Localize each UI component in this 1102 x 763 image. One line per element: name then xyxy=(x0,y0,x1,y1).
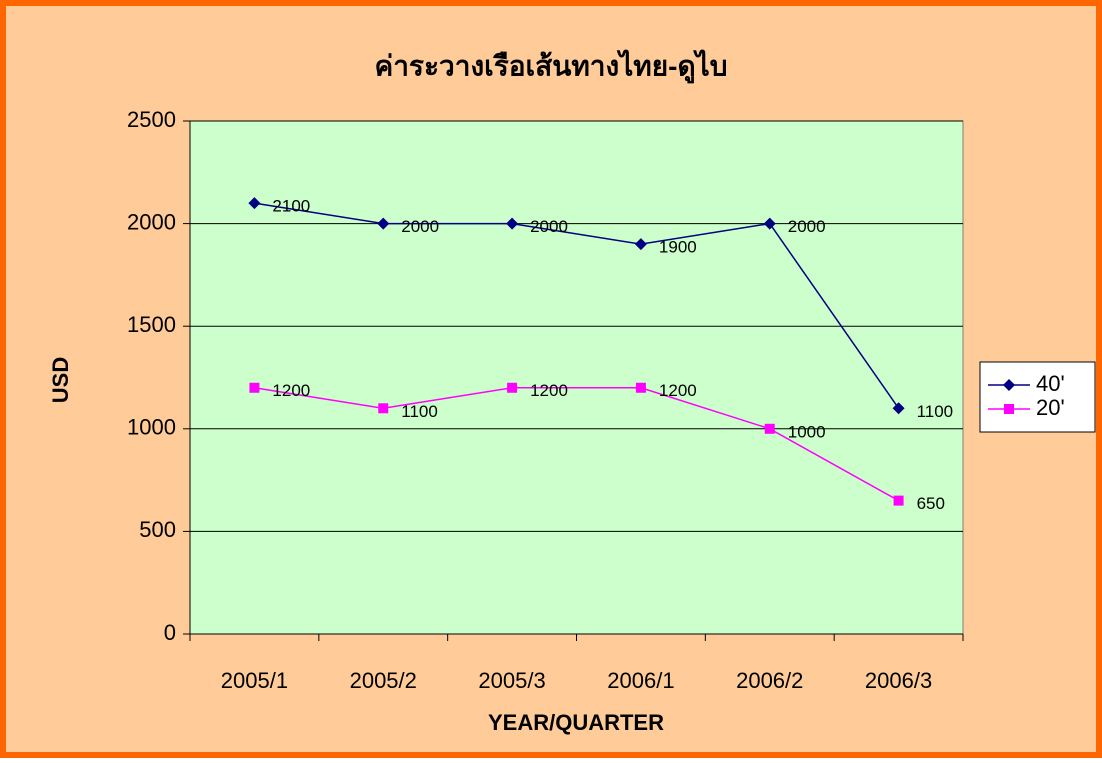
data-label: 1200 xyxy=(272,381,310,400)
x-tick-label: 2006/2 xyxy=(736,668,803,693)
data-point xyxy=(893,495,904,506)
data-point xyxy=(249,382,260,393)
y-tick-label: 1500 xyxy=(127,312,176,337)
x-tick-label: 2006/1 xyxy=(607,668,674,693)
chart-title: ค่าระวางเรือเส้นทางไทย-ดูไบ xyxy=(374,49,727,83)
series-line xyxy=(254,202,900,409)
data-point xyxy=(635,382,646,393)
data-point xyxy=(506,217,519,230)
data-point xyxy=(248,197,261,210)
data-point xyxy=(892,402,905,415)
x-tick-label: 2005/3 xyxy=(478,668,545,693)
legend-label: 40' xyxy=(1036,371,1065,396)
data-point xyxy=(507,382,518,393)
data-label: 1900 xyxy=(659,238,697,257)
y-tick-label: 1000 xyxy=(127,415,176,440)
data-label: 1200 xyxy=(530,381,568,400)
plot-area xyxy=(189,120,964,635)
data-label: 1100 xyxy=(917,402,954,421)
data-point xyxy=(378,403,389,414)
x-tick-label: 2005/2 xyxy=(350,668,417,693)
y-axis-label: USD xyxy=(48,357,73,403)
data-point xyxy=(763,217,776,230)
y-tick-label: 2500 xyxy=(127,107,176,132)
x-tick-label: 2005/1 xyxy=(221,668,288,693)
data-point xyxy=(634,238,647,251)
legend-marker xyxy=(1004,404,1014,414)
data-label: 1000 xyxy=(788,422,826,441)
data-point xyxy=(377,217,390,230)
y-tick-label: 500 xyxy=(139,517,176,542)
legend xyxy=(979,361,1096,433)
legend-label: 20' xyxy=(1036,395,1065,420)
data-label: 1200 xyxy=(659,381,697,400)
x-tick-label: 2006/3 xyxy=(865,668,932,693)
data-label: 2000 xyxy=(530,217,568,236)
data-label: 650 xyxy=(917,494,945,513)
data-label: 1100 xyxy=(401,402,438,421)
data-point xyxy=(764,423,775,434)
y-tick-label: 0 xyxy=(164,620,176,645)
x-axis-label: YEAR/QUARTER xyxy=(488,710,664,735)
y-tick-label: 2000 xyxy=(127,209,176,234)
series-line xyxy=(254,387,899,502)
legend-marker xyxy=(1003,379,1015,391)
data-label: 2100 xyxy=(272,197,310,216)
data-label: 2000 xyxy=(401,217,439,236)
data-label: 2000 xyxy=(788,217,826,236)
